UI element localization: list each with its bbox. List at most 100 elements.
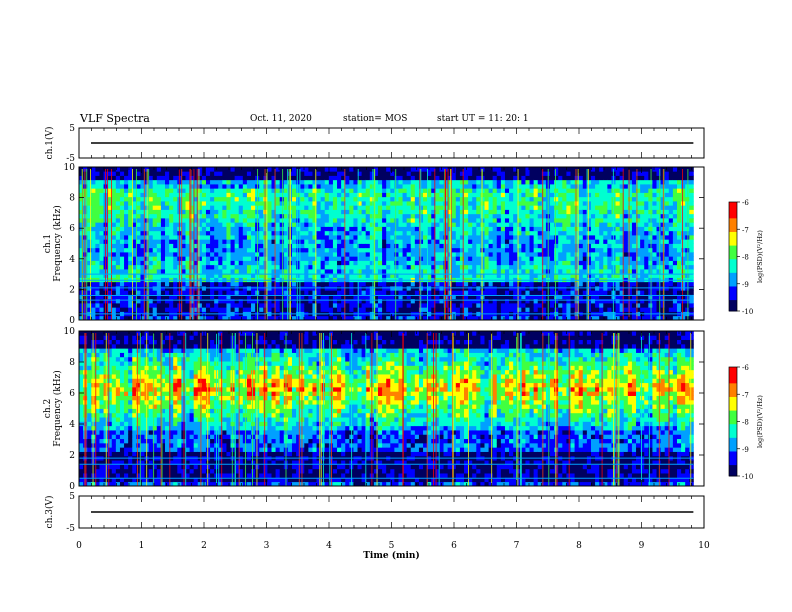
s1-cell: [472, 290, 477, 295]
s1-cell: [488, 230, 494, 236]
s1-cell: [324, 260, 330, 266]
s1-cell: [496, 201, 502, 206]
s1-cell: [529, 298, 535, 304]
s1-cell: [173, 290, 178, 295]
s1-cell: [382, 188, 387, 193]
s1-cell: [353, 298, 358, 304]
s1-cell: [459, 188, 465, 193]
s1-cell: [537, 218, 543, 223]
s1-cell: [165, 260, 170, 266]
s1-cell: [197, 205, 203, 210]
s1-cell: [619, 247, 625, 253]
s1-cell: [394, 294, 399, 300]
s1-cell: [496, 298, 502, 304]
s1-cell: [148, 230, 154, 236]
s1-cell: [488, 235, 494, 240]
s1-cell: [394, 290, 399, 295]
s1-cell: [423, 298, 428, 304]
s1-cell: [459, 184, 465, 189]
s1-cell: [509, 260, 514, 266]
s1-cell: [566, 230, 571, 236]
s1-cell: [341, 260, 346, 266]
s1-cell: [402, 252, 408, 257]
s1-cell: [468, 192, 473, 198]
s1-cell: [414, 303, 420, 308]
s1-cell: [607, 243, 612, 249]
s1-cell: [521, 260, 526, 266]
s1-cell: [283, 188, 289, 193]
s1-cell: [337, 179, 342, 185]
s1-cell: [525, 260, 530, 266]
s1-cell: [193, 171, 199, 176]
s1-cell: [242, 196, 248, 202]
s1-cell: [300, 175, 305, 181]
s1-cell: [189, 230, 195, 236]
s1-cell: [607, 209, 612, 215]
s1-cell: [271, 235, 276, 240]
s1-cell: [218, 307, 223, 312]
s1-cell: [259, 290, 264, 295]
s1-cell: [574, 303, 580, 308]
s1-cell: [251, 264, 256, 270]
s1-cell: [320, 188, 326, 193]
s1-cell: [230, 235, 236, 240]
s1-cell: [185, 222, 190, 227]
s1-cell: [410, 252, 416, 257]
s1-cell: [566, 294, 571, 300]
s1-cell: [603, 222, 608, 227]
s1-cell: [607, 171, 612, 176]
s1-cell: [525, 226, 530, 232]
s1-cell: [316, 222, 322, 227]
s1-cell: [504, 256, 510, 261]
s1-cell: [148, 188, 154, 193]
s1-cell: [316, 243, 322, 249]
s1-cell: [492, 235, 498, 240]
s1-cell: [492, 281, 498, 287]
s1-cell: [439, 201, 444, 206]
s1-cell: [79, 167, 84, 172]
s1-cell: [165, 175, 170, 181]
s1-cell: [529, 273, 535, 278]
s1-cell: [304, 230, 309, 236]
s1-cell: [193, 209, 199, 215]
s1-cell: [197, 294, 203, 300]
s1-cell: [357, 205, 363, 210]
s1-cell: [283, 256, 289, 261]
s1-cell: [79, 264, 84, 270]
s1-cell: [111, 184, 117, 189]
s1-cell: [185, 196, 190, 202]
s1-cell: [492, 205, 498, 210]
s1-cell: [382, 235, 387, 240]
s1-cell: [586, 290, 592, 295]
s1-cell: [558, 307, 563, 312]
s1-cell: [87, 315, 92, 321]
s1-cell: [345, 226, 350, 232]
s1-cell: [496, 294, 502, 300]
s1-cell: [226, 171, 231, 176]
s1-cell: [595, 205, 600, 210]
s1-cell: [451, 303, 457, 308]
s1-cell: [386, 247, 391, 253]
s1-cell: [214, 264, 219, 270]
s1-cell: [136, 179, 141, 185]
s1-cell: [590, 315, 596, 321]
s1-cell: [394, 167, 399, 172]
s1-cell: [140, 167, 145, 172]
s1-cell: [304, 294, 309, 300]
s1-cell: [95, 179, 100, 185]
s1-cell: [91, 167, 96, 172]
s1-cell: [165, 294, 170, 300]
s1-cell: [234, 256, 240, 261]
s1-cell: [353, 303, 358, 308]
s1-cell: [152, 252, 158, 257]
s1-cell: [476, 264, 481, 270]
s1-cell: [296, 256, 301, 261]
s1-cell: [332, 184, 338, 189]
s1-cell: [619, 171, 625, 176]
s1-cell: [550, 222, 555, 227]
s1-cell: [185, 188, 190, 193]
s1-cell: [414, 307, 420, 312]
s1-cell: [119, 269, 125, 274]
s1-cell: [582, 192, 588, 198]
s1-cell: [119, 290, 125, 295]
